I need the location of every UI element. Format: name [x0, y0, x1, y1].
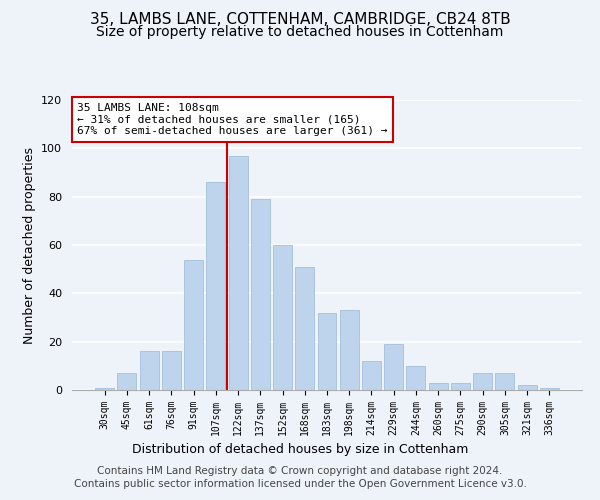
- Bar: [340, 310, 359, 390]
- Bar: [540, 388, 559, 390]
- Bar: [362, 361, 381, 390]
- Text: 35, LAMBS LANE, COTTENHAM, CAMBRIDGE, CB24 8TB: 35, LAMBS LANE, COTTENHAM, CAMBRIDGE, CB…: [89, 12, 511, 28]
- Bar: [229, 156, 248, 390]
- Bar: [406, 366, 425, 390]
- Bar: [451, 383, 470, 390]
- Bar: [184, 260, 203, 390]
- Bar: [473, 373, 492, 390]
- Bar: [206, 182, 225, 390]
- Text: Distribution of detached houses by size in Cottenham: Distribution of detached houses by size …: [132, 442, 468, 456]
- Bar: [496, 373, 514, 390]
- Bar: [429, 383, 448, 390]
- Bar: [273, 245, 292, 390]
- Bar: [162, 352, 181, 390]
- Bar: [118, 373, 136, 390]
- Bar: [95, 388, 114, 390]
- Text: Size of property relative to detached houses in Cottenham: Size of property relative to detached ho…: [97, 25, 503, 39]
- Bar: [295, 267, 314, 390]
- Bar: [140, 352, 158, 390]
- Bar: [317, 312, 337, 390]
- Y-axis label: Number of detached properties: Number of detached properties: [23, 146, 35, 344]
- Text: Contains public sector information licensed under the Open Government Licence v3: Contains public sector information licen…: [74, 479, 526, 489]
- Text: Contains HM Land Registry data © Crown copyright and database right 2024.: Contains HM Land Registry data © Crown c…: [97, 466, 503, 476]
- Bar: [251, 199, 270, 390]
- Text: 35 LAMBS LANE: 108sqm
← 31% of detached houses are smaller (165)
67% of semi-det: 35 LAMBS LANE: 108sqm ← 31% of detached …: [77, 103, 388, 136]
- Bar: [518, 385, 536, 390]
- Bar: [384, 344, 403, 390]
